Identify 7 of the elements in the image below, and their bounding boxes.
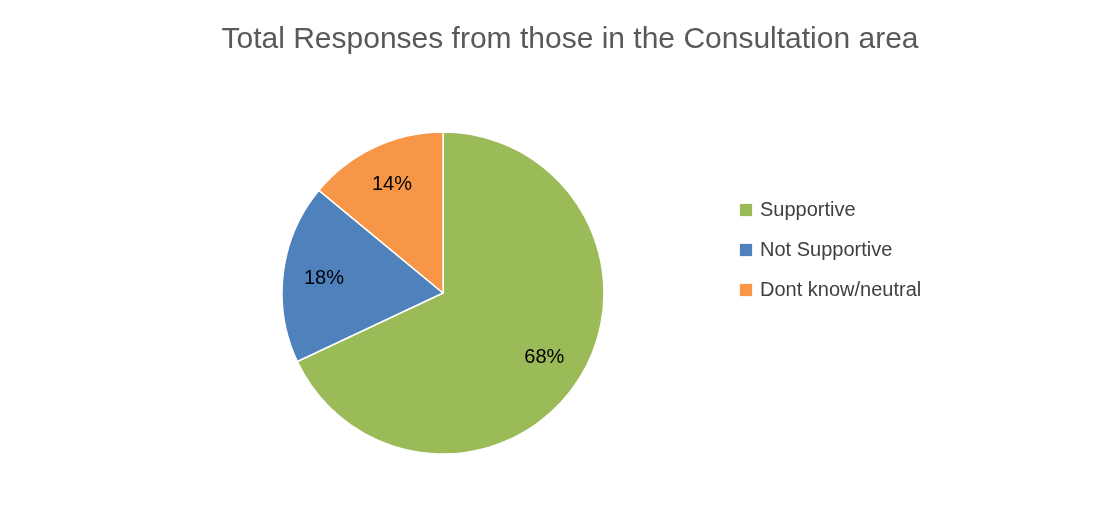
legend-label: Supportive — [760, 198, 856, 220]
data-label: 14% — [371, 172, 413, 195]
legend-label: Not Supportive — [760, 238, 893, 260]
chart-title: Total Responses from those in the Consultation area — [221, 21, 919, 54]
data-label: 68% — [524, 345, 565, 368]
data-label: 18% — [303, 265, 345, 288]
legend-label: Dont know/neutral — [760, 278, 922, 300]
